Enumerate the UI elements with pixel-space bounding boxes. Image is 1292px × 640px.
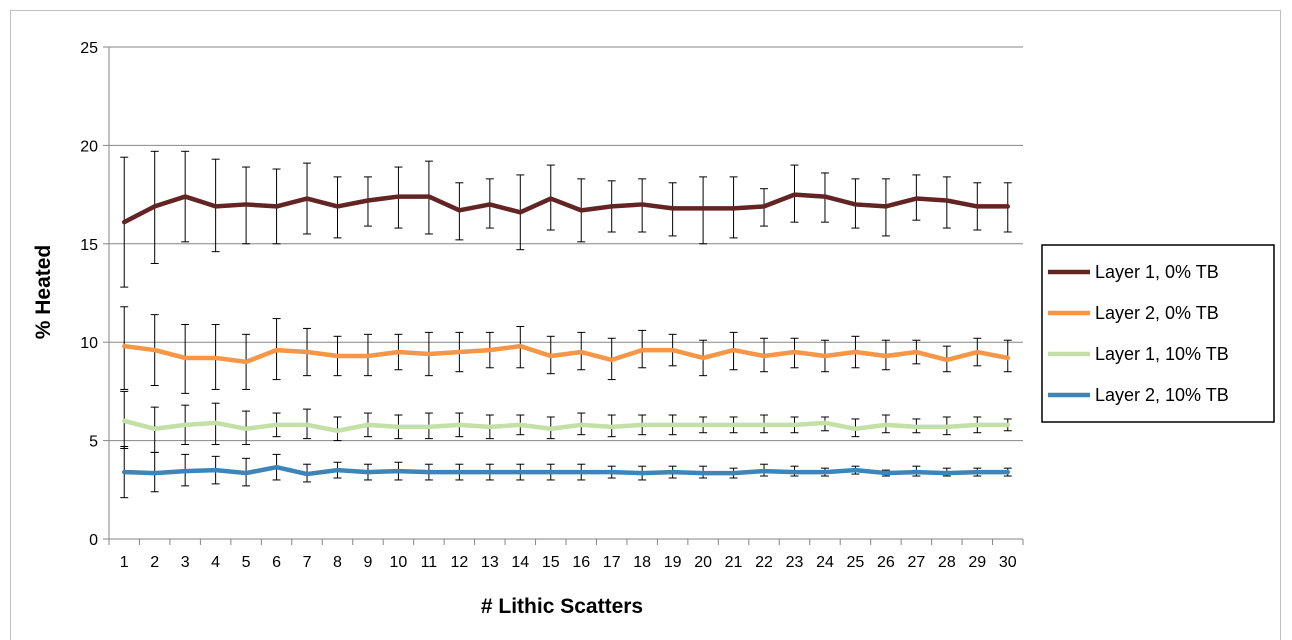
- x-tick-label: 20: [694, 554, 712, 571]
- x-tick-label: 16: [572, 554, 590, 571]
- y-tick-label: 5: [89, 434, 98, 451]
- x-axis-title: # Lithic Scatters: [481, 595, 643, 618]
- x-tick-label: 6: [272, 554, 281, 571]
- x-tick-label: 30: [999, 554, 1017, 571]
- x-tick-label: 15: [542, 554, 560, 571]
- series-line: [124, 467, 1008, 474]
- y-tick-label: 15: [80, 237, 98, 254]
- x-tick-label: 8: [333, 554, 342, 571]
- y-tick-label: 10: [80, 335, 98, 352]
- series-lines: [124, 195, 1008, 474]
- x-tick-label: 11: [421, 554, 438, 571]
- x-tick-label: 25: [847, 554, 865, 571]
- legend-label: Layer 1, 10% TB: [1095, 344, 1229, 364]
- y-axis-title: % Heated: [32, 245, 55, 340]
- y-tick-label: 0: [89, 532, 98, 549]
- y-tick-labels: 0 5 10 15 20 25: [80, 40, 98, 549]
- x-tick-label: 26: [877, 554, 895, 571]
- x-tick-label: 27: [907, 554, 925, 571]
- x-tick-label: 21: [725, 554, 743, 571]
- series-line: [124, 346, 1008, 362]
- x-tick-label: 23: [786, 554, 804, 571]
- legend-label: Layer 2, 10% TB: [1095, 385, 1229, 405]
- x-tick-label: 19: [664, 554, 682, 571]
- x-tick-label: 28: [938, 554, 956, 571]
- x-tick-label: 2: [150, 554, 159, 571]
- y-tick-label: 20: [80, 138, 98, 155]
- x-tick-label: 3: [181, 554, 190, 571]
- x-tick-label: 29: [968, 554, 986, 571]
- x-tick-label: 12: [450, 554, 468, 571]
- x-tick-label: 1: [120, 554, 129, 571]
- legend: Layer 1, 0% TB Layer 2, 0% TB Layer 1, 10%…: [1042, 245, 1274, 422]
- legend-label: Layer 2, 0% TB: [1095, 303, 1219, 323]
- series-line: [124, 195, 1008, 223]
- x-tick-label: 9: [364, 554, 373, 571]
- series-line: [124, 421, 1008, 431]
- x-tick-label: 17: [603, 554, 621, 571]
- x-tick-label: 7: [303, 554, 312, 571]
- x-tick-label: 4: [211, 554, 220, 571]
- x-tick-label: 18: [633, 554, 651, 571]
- legend-label: Layer 1, 0% TB: [1095, 262, 1219, 282]
- x-tick-label: 5: [242, 554, 251, 571]
- x-tick-label: 10: [390, 554, 408, 571]
- x-tick-label: 13: [481, 554, 499, 571]
- x-tick-label: 14: [511, 554, 529, 571]
- x-tick-label: 22: [755, 554, 773, 571]
- x-tick-label: 24: [816, 554, 834, 571]
- y-tick-label: 25: [80, 40, 98, 57]
